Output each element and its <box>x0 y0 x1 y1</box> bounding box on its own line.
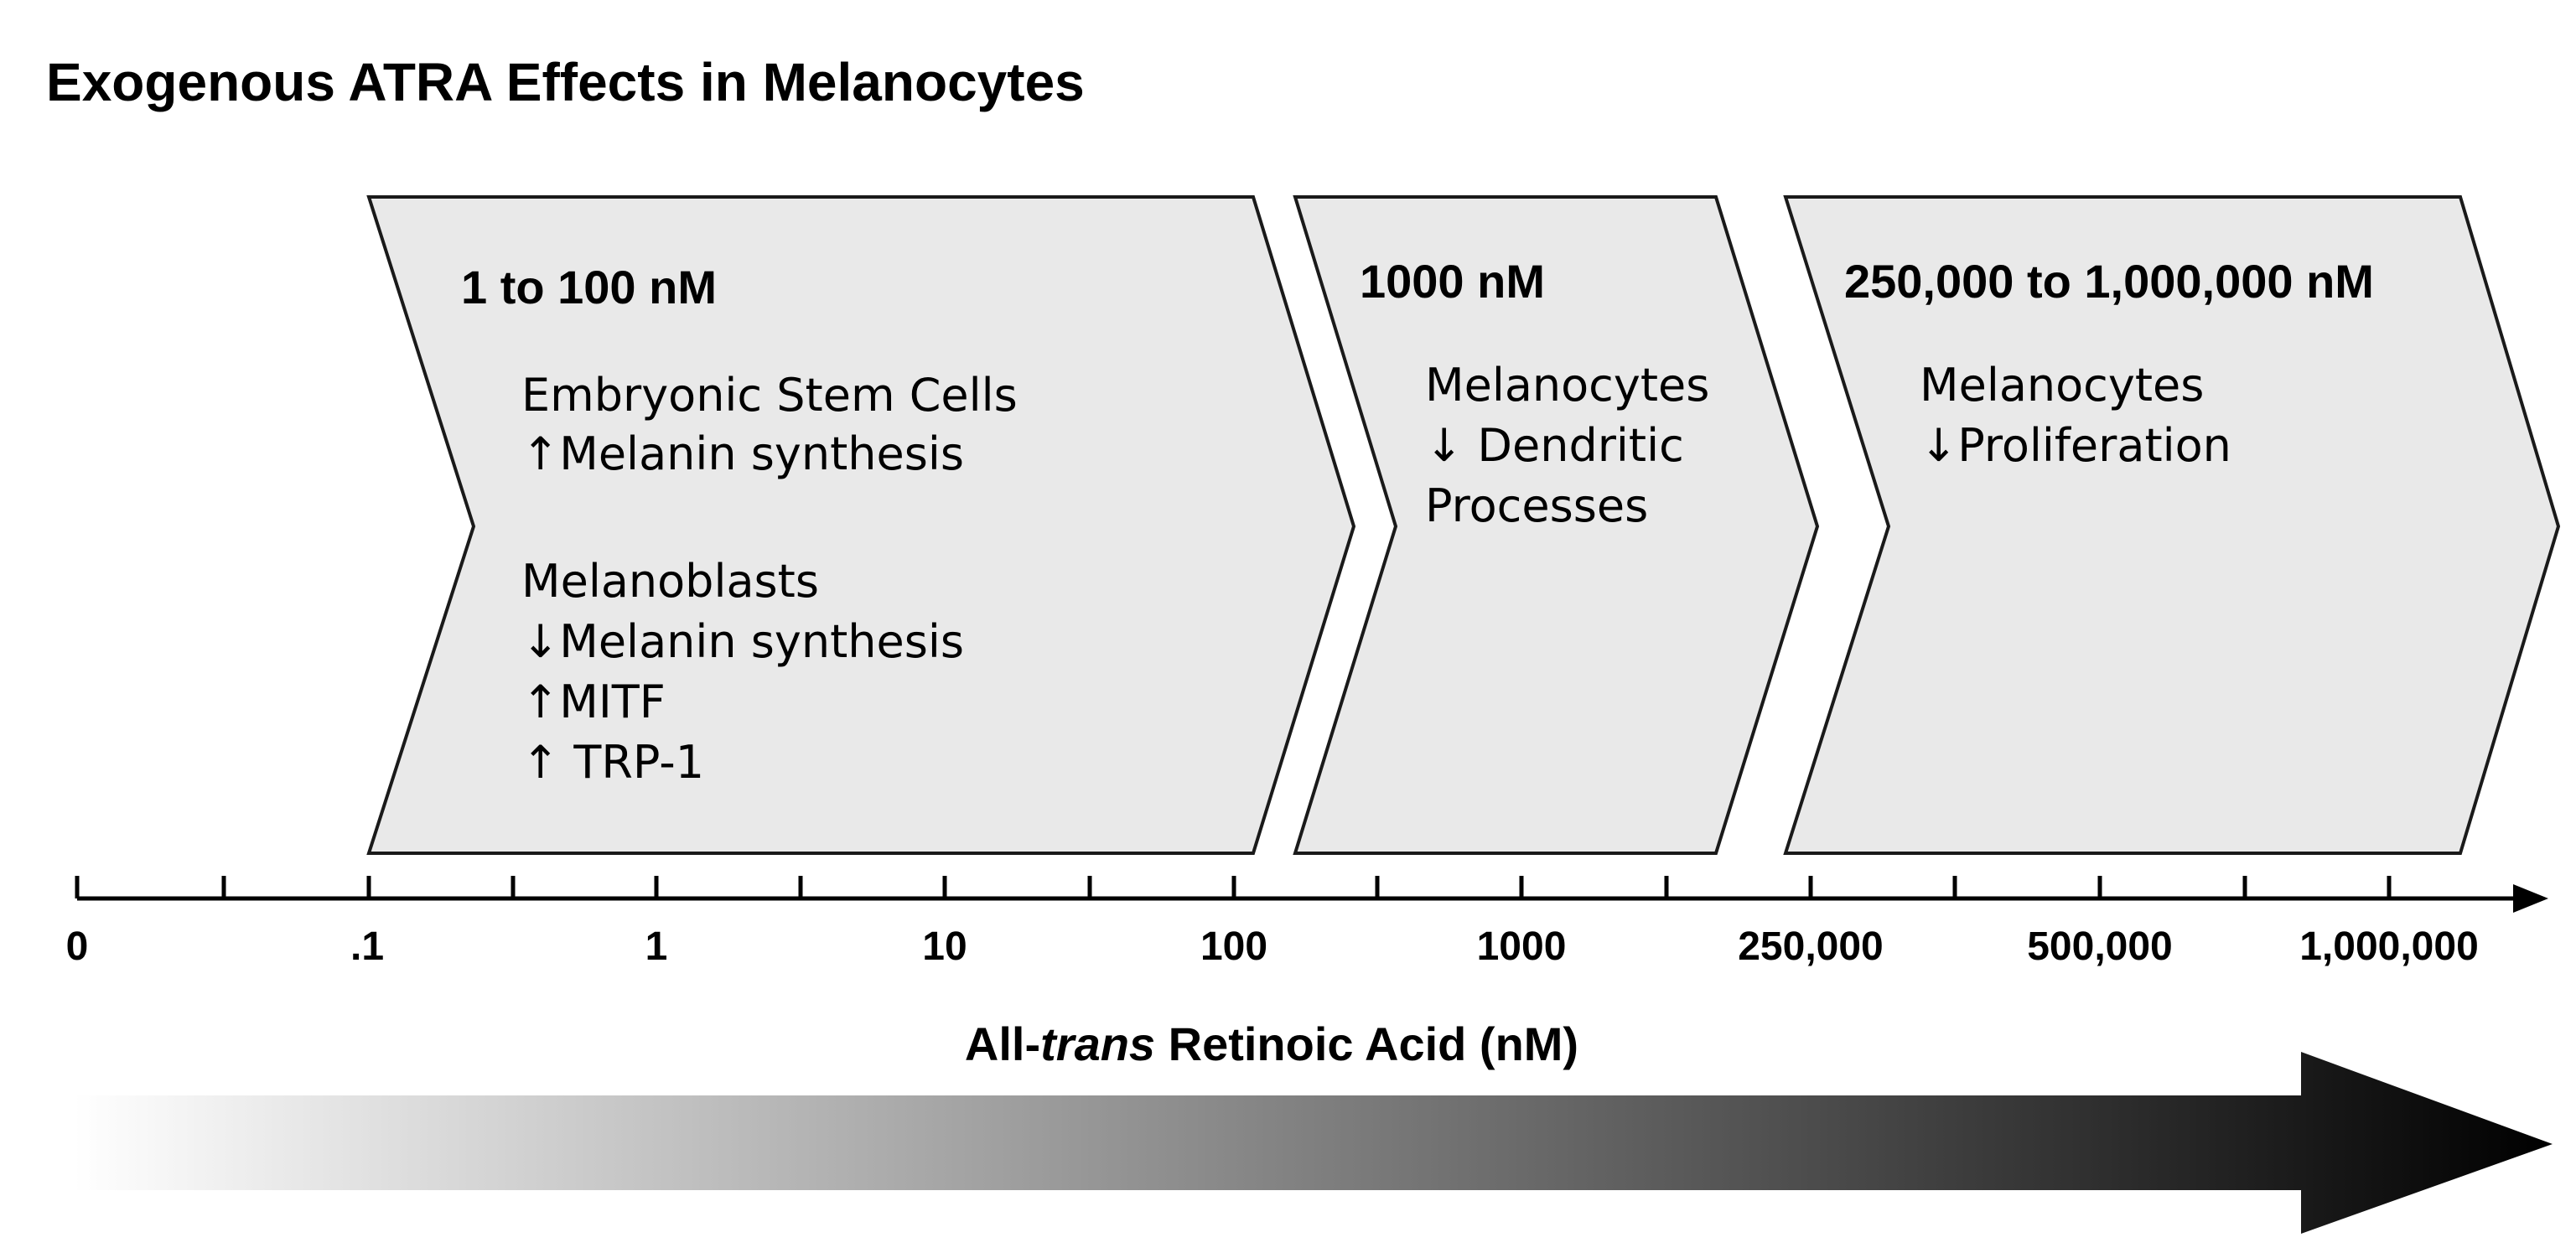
panel-3: 250,000 to 1,000,000 nM Melanocytes ↓Pro… <box>1783 195 2561 855</box>
axis-title-suffix: Retinoic Acid (nM) <box>1155 1017 1578 1070</box>
tick-label: 100 <box>1200 924 1267 969</box>
panel-1-line: ↓Melanin synthesis <box>521 615 964 668</box>
tick-label: 0 <box>66 924 89 969</box>
panel-3-line: ↓Proliferation <box>1920 419 2231 472</box>
panel-3-range: 250,000 to 1,000,000 nM <box>1844 255 2374 308</box>
tick-label: 10 <box>922 924 967 969</box>
axis-title-italic: trans <box>1040 1017 1155 1070</box>
tick-label: 250,000 <box>1738 924 1884 969</box>
axis-tick-labels: 0 .1 1 10 100 1000 250,000 500,000 1,000… <box>66 924 2479 969</box>
panel-1-range: 1 to 100 nM <box>461 261 717 313</box>
tick-label: .1 <box>350 924 384 969</box>
panel-1: 1 to 100 nM Embryonic Stem Cells ↑Melani… <box>366 195 1356 855</box>
axis-ticks <box>75 876 2392 898</box>
axis-arrowhead <box>2513 884 2548 913</box>
panel-1-chevron <box>366 195 1356 855</box>
axis-title-prefix: All- <box>965 1017 1040 1070</box>
panel-1-line: ↑Melanin synthesis <box>521 427 964 480</box>
axis-title: All-trans Retinoic Acid (nM) <box>965 1017 1578 1070</box>
panel-3-line: Melanocytes <box>1920 359 2204 412</box>
tick-label: 1 <box>645 924 668 969</box>
tick-label: 1,000,000 <box>2299 924 2479 969</box>
concentration-axis: 0 .1 1 10 100 1000 250,000 500,000 1,000… <box>66 876 2548 1070</box>
tick-label: 500,000 <box>2027 924 2173 969</box>
concentration-gradient-arrow <box>74 1052 2553 1234</box>
panel-1-line: Embryonic Stem Cells <box>521 369 1018 422</box>
diagram-title: Exogenous ATRA Effects in Melanocytes <box>46 52 1085 112</box>
panel-1-line: ↑MITF <box>521 676 666 728</box>
panel-2: 1000 nM Melanocytes ↓ Dendritic Processe… <box>1293 195 1820 855</box>
panel-1-line: ↑ TRP-1 <box>521 736 704 789</box>
panel-2-range: 1000 nM <box>1360 255 1545 308</box>
panel-2-line: ↓ Dendritic <box>1425 419 1684 472</box>
panel-2-chevron <box>1293 195 1820 855</box>
panel-3-chevron <box>1783 195 2561 855</box>
panel-1-line: Melanoblasts <box>521 555 819 608</box>
panel-2-line: Melanocytes <box>1425 359 1709 412</box>
panel-2-line: Processes <box>1425 479 1648 532</box>
tick-label: 1000 <box>1477 924 1567 969</box>
